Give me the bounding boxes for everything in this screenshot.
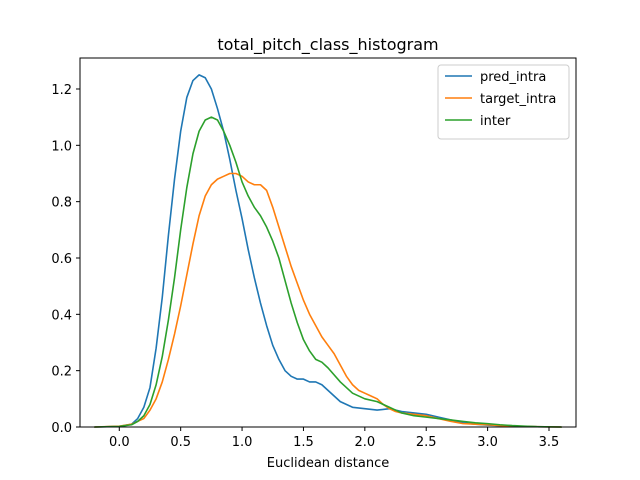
legend-label-pred-intra: pred_intra xyxy=(480,70,546,85)
series-layer xyxy=(93,74,563,428)
plot-frame xyxy=(79,57,577,428)
x-tick-label: 3.5 xyxy=(539,435,560,450)
y-tick-label: 1.0 xyxy=(51,139,72,154)
x-tick-label: 1.0 xyxy=(232,435,253,450)
y-tick-label: 0.2 xyxy=(51,365,72,380)
x-tick-label: 1.5 xyxy=(293,435,314,450)
y-tick-label: 0.0 xyxy=(51,421,72,436)
legend-label-target-intra: target_intra xyxy=(480,92,556,107)
x-tick-label: 0.0 xyxy=(109,435,130,450)
y-tick-label: 0.4 xyxy=(51,308,72,323)
y-tick-label: 0.6 xyxy=(51,252,72,267)
series-line-inter xyxy=(93,116,563,428)
legend-label-inter: inter xyxy=(480,114,511,129)
x-axis-label: Euclidean distance xyxy=(267,456,390,471)
chart-title: total_pitch_class_histogram xyxy=(217,35,438,55)
axes-layer: 0.0 0.5 1.0 1.5 2.0 2.5 3.0 3.5 0.0 0.2 0.4 0.6 0.8 1… xyxy=(51,57,577,450)
x-tick-label: 0.5 xyxy=(170,435,191,450)
x-tick-label: 3.0 xyxy=(477,435,498,450)
x-tick-label: 2.0 xyxy=(354,435,375,450)
y-tick-label: 1.2 xyxy=(51,83,72,98)
series-line-pred-intra xyxy=(93,74,563,428)
x-tick-label: 2.5 xyxy=(416,435,437,450)
y-tick-label: 0.8 xyxy=(51,196,72,211)
